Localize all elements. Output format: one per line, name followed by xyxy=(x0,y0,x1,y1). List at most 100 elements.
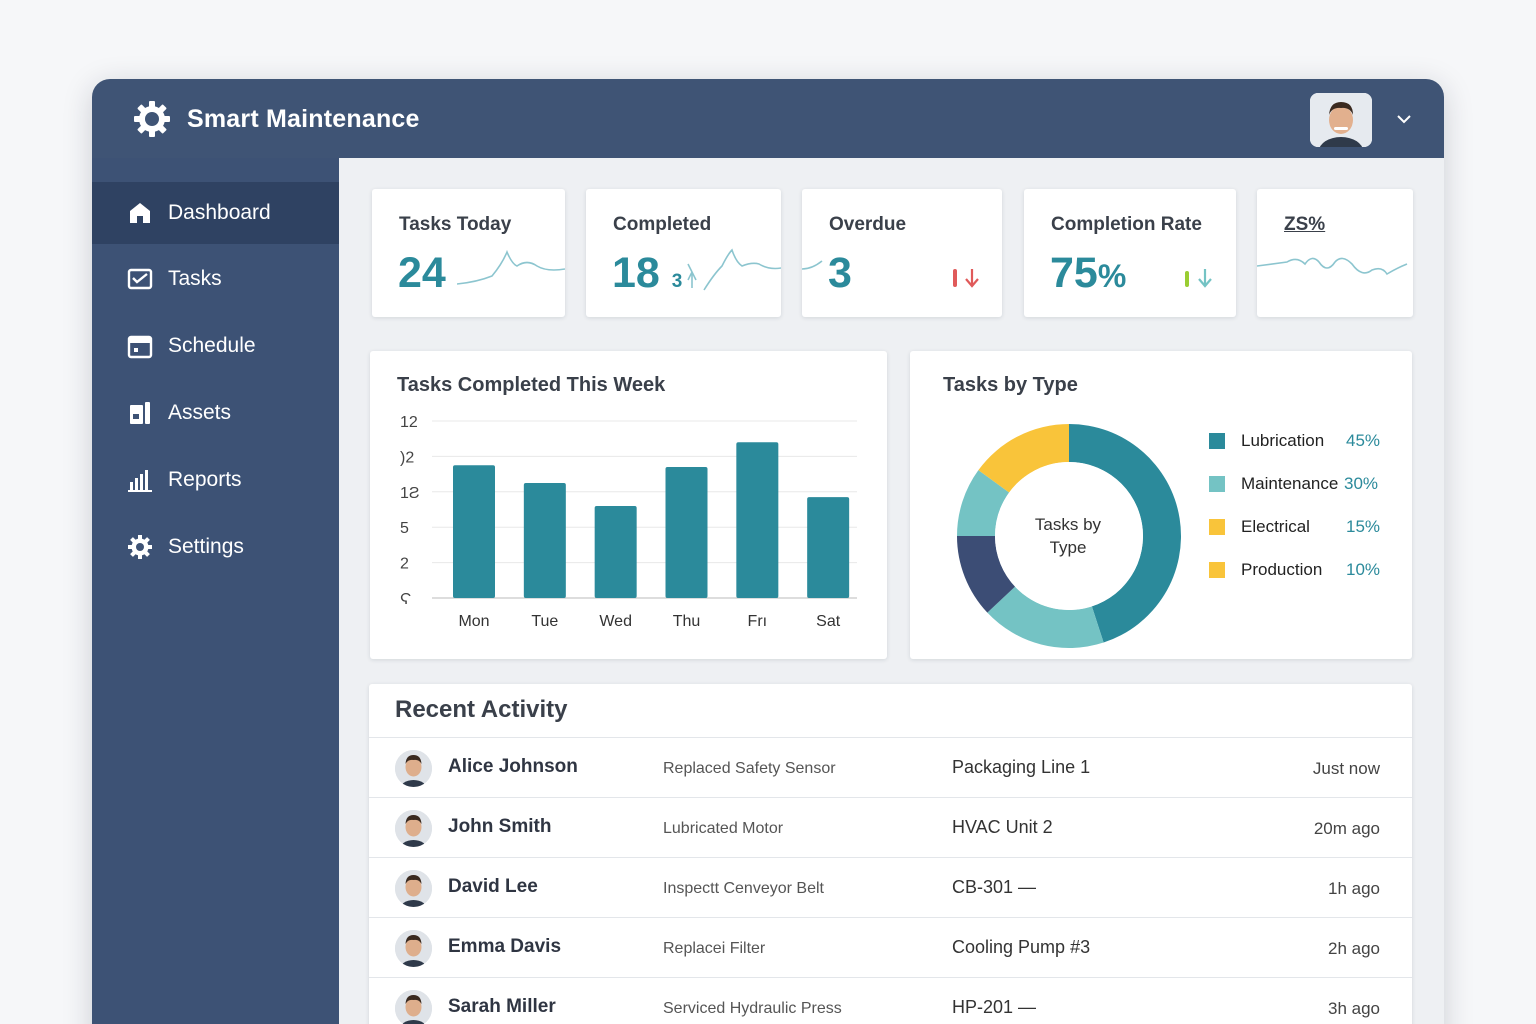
legend-label: Maintenance xyxy=(1241,474,1339,493)
stat-card-overdue[interactable]: Overdue 3 xyxy=(802,189,1002,317)
avatar xyxy=(395,810,432,847)
activity-action: Replacei Filter xyxy=(663,940,766,957)
bar-sat[interactable] xyxy=(807,497,850,598)
stat-value: 3 xyxy=(828,249,852,297)
legend-pct: 30% xyxy=(1344,474,1379,493)
x-tick-label: Sat xyxy=(816,613,841,630)
sidebar-item-dashboard[interactable]: Dashboard xyxy=(92,182,339,244)
sidebar-item-label: Dashboard xyxy=(168,201,271,224)
bar-chart-icon xyxy=(128,470,152,492)
activity-row[interactable]: Emma Davis Replacei Filter Cooling Pump #3… xyxy=(369,917,1412,977)
stat-card-tasks-today[interactable]: Tasks Today 24 xyxy=(372,189,565,317)
stat-card-extra[interactable]: ZS% xyxy=(1257,189,1413,317)
donut-slice-lubrication[interactable] xyxy=(1069,424,1181,643)
sparkline xyxy=(1257,257,1408,276)
avatar xyxy=(395,990,432,1024)
y-tick-label: 2 xyxy=(400,556,409,573)
stat-label: ZS% xyxy=(1284,214,1326,235)
stat-value-number: 18 xyxy=(612,249,660,297)
app-window: Smart Maintenance Dashboard Tasks Schedu… xyxy=(92,79,1444,1024)
stat-value: 18 3 xyxy=(612,249,682,298)
bar-wed[interactable] xyxy=(594,505,637,598)
legend-label: Lubrication xyxy=(1241,431,1325,450)
activity-location: Cooling Pump #3 xyxy=(952,937,1091,957)
chart-title: Tasks by Type xyxy=(943,374,1078,396)
stat-label: Completion Rate xyxy=(1051,214,1202,235)
stat-card-completion-rate[interactable]: Completion Rate 75% xyxy=(1024,189,1236,317)
legend-label: Electrical xyxy=(1241,517,1310,536)
activity-user-name: Alice Johnson xyxy=(448,756,578,777)
activity-action: Replaced Safety Sensor xyxy=(663,760,836,777)
activity-row[interactable]: Alice Johnson Replaced Safety Sensor Packa… xyxy=(369,737,1412,797)
gear-logo-icon xyxy=(134,101,170,137)
legend-swatch xyxy=(1209,519,1225,535)
sparkline xyxy=(687,248,781,291)
activity-user-name: Sarah Miller xyxy=(448,996,556,1017)
activity-location: CB-301 — xyxy=(952,877,1037,897)
activity-location: HP-201 — xyxy=(952,997,1037,1017)
legend-swatch xyxy=(1209,433,1225,449)
sidebar-item-assets[interactable]: Assets xyxy=(92,382,339,444)
gear-icon xyxy=(128,535,152,559)
activity-time: 3h ago xyxy=(1328,999,1380,1018)
bar-tue[interactable] xyxy=(523,482,566,598)
sparkline xyxy=(802,260,823,270)
sidebar-item-label: Assets xyxy=(168,401,232,424)
sidebar-item-label: Schedule xyxy=(168,334,256,357)
activity-row[interactable]: John Smith Lubricated Motor HVAC Unit 2 20m… xyxy=(369,797,1412,857)
sidebar-item-tasks[interactable]: Tasks xyxy=(92,248,339,310)
user-avatar[interactable] xyxy=(1310,93,1372,147)
activity-action: Lubricated Motor xyxy=(663,820,784,837)
trend-icon xyxy=(1185,269,1212,288)
legend-item-maintenance: Maintenance 30% xyxy=(1209,472,1378,496)
activity-action: Inspectt Cenveyor Belt xyxy=(663,880,824,897)
bar-frı[interactable] xyxy=(736,442,779,598)
donut-chart-panel: Tasks by Type Tasks by Type Lubrication … xyxy=(910,351,1412,659)
y-tick-label: 5 xyxy=(400,520,409,537)
activity-location: HVAC Unit 2 xyxy=(952,817,1053,837)
legend-item-lubrication: Lubrication 45% xyxy=(1209,429,1380,453)
x-tick-label: Tue xyxy=(531,613,558,630)
calendar-icon xyxy=(127,335,153,359)
stat-value-number: 75 xyxy=(1050,249,1098,297)
x-tick-label: Wed xyxy=(599,613,632,630)
legend-pct: 15% xyxy=(1346,517,1381,536)
activity-row[interactable]: David Lee Inspectt Cenveyor Belt CB-301 — 1… xyxy=(369,857,1412,917)
stat-label: Completed xyxy=(613,214,712,235)
app-title: Smart Maintenance xyxy=(187,105,420,133)
sidebar-item-label: Settings xyxy=(168,535,244,558)
sidebar-item-settings[interactable]: Settings xyxy=(92,516,339,578)
sidebar-item-label: Reports xyxy=(168,468,242,491)
stat-card-completed[interactable]: Completed 18 3 xyxy=(586,189,781,317)
legend-item-electrical: Electrical 15% xyxy=(1209,515,1380,539)
avatar xyxy=(395,930,432,967)
bar-mon[interactable] xyxy=(453,465,495,598)
donut-slice-maintenance[interactable] xyxy=(987,586,1104,648)
sparkline xyxy=(457,249,565,285)
sidebar-item-reports[interactable]: Reports xyxy=(92,449,339,511)
donut-slice-maintenance-2[interactable] xyxy=(957,470,1010,536)
x-tick-label: Thu xyxy=(673,613,701,630)
y-tick-label: )2 xyxy=(400,449,414,466)
bar-chart: 12)2 1Ƨ 5 2 Ϛ Mon Tue Wed Thu Frı Sat xyxy=(400,414,857,630)
activity-time: 20m ago xyxy=(1313,819,1380,838)
sidebar-item-schedule[interactable]: Schedule xyxy=(92,315,339,377)
chevron-down-icon[interactable] xyxy=(1394,109,1414,129)
sidebar: Dashboard Tasks Schedule Assets Reports … xyxy=(92,158,339,1024)
bar-thu[interactable] xyxy=(665,467,708,598)
x-tick-label: Mon xyxy=(458,613,489,630)
legend-pct: 45% xyxy=(1346,431,1381,450)
donut-slice-electrical[interactable] xyxy=(978,424,1069,493)
activity-row[interactable]: Sarah Miller Serviced Hydraulic Press HP-2… xyxy=(369,977,1412,1024)
legend-item-production: Production 10% xyxy=(1209,558,1380,582)
activity-time: 2h ago xyxy=(1328,939,1380,958)
donut-slice-production[interactable] xyxy=(957,536,1016,613)
activity-time: 1h ago xyxy=(1328,879,1380,898)
sidebar-item-label: Tasks xyxy=(168,267,222,290)
x-tick-label: Frı xyxy=(748,613,768,630)
trend-down-icon xyxy=(953,269,979,288)
chart-title: Tasks Completed This Week xyxy=(397,374,666,396)
assets-icon xyxy=(130,402,150,424)
activity-location: Packaging Line 1 xyxy=(952,757,1091,777)
avatar xyxy=(395,750,432,787)
